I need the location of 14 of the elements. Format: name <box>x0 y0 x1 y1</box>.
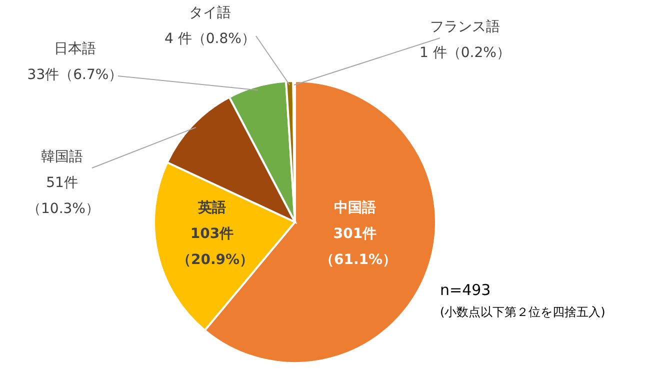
data-label: 1 件（0.2%） <box>418 44 512 63</box>
data-label: 51件（10.3%） <box>27 174 100 219</box>
slice-label: タイ語 <box>188 4 232 23</box>
text: (小数点以下第２位を四捨五入) <box>440 304 606 321</box>
data-label: 4 件（0.8%） <box>164 30 256 49</box>
data-label: 301件（61.1%） <box>320 225 397 270</box>
slice-label: 韓国語 <box>40 148 84 167</box>
slice-label: 英語 <box>196 199 227 218</box>
data-label: 103件（20.9%） <box>177 225 254 270</box>
data-label: 33件（6.7%） <box>26 66 124 85</box>
text: n=493 <box>440 280 491 300</box>
slice-label: 日本語 <box>53 40 97 59</box>
slice-label: 中国語 <box>333 199 377 218</box>
slice-label: フランス語 <box>429 18 501 37</box>
